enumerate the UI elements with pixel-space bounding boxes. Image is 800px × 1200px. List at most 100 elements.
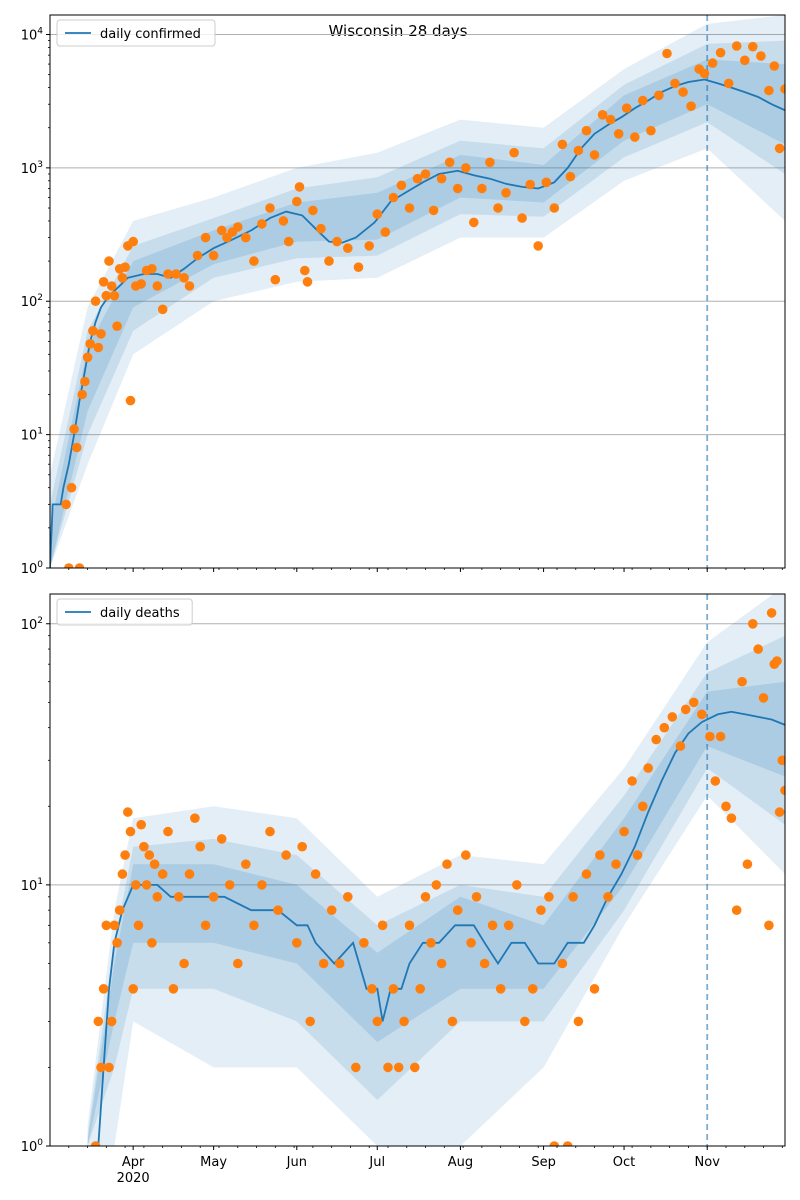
observed-point: [310, 869, 321, 879]
observed-point: [495, 984, 506, 994]
observed-point: [444, 157, 455, 168]
observed-point: [603, 892, 613, 902]
y-tick-label: 101: [21, 427, 43, 444]
observed-point: [112, 321, 122, 332]
observed-point: [627, 776, 637, 786]
plot-area: [87, 594, 785, 1146]
observed-point: [131, 880, 141, 890]
observed-point: [721, 801, 731, 812]
observed-point: [128, 236, 138, 247]
observed-point: [643, 763, 653, 773]
observed-point: [772, 656, 782, 666]
observed-point: [667, 712, 678, 722]
observed-point: [780, 84, 785, 94]
observed-point: [66, 482, 77, 493]
observed-point: [163, 826, 173, 837]
observed-point: [705, 731, 715, 742]
observed-point: [774, 807, 785, 817]
observed-point: [758, 693, 769, 703]
observed-point: [431, 880, 442, 890]
observed-point: [737, 676, 747, 687]
observed-point: [104, 256, 114, 266]
observed-point: [485, 157, 495, 168]
legend: daily deaths: [56, 598, 193, 626]
observed-point: [179, 273, 189, 283]
observed-point: [748, 619, 758, 629]
observed-point: [383, 1062, 393, 1073]
observed-point: [96, 329, 106, 339]
observed-point: [136, 819, 146, 830]
observed-point: [136, 279, 146, 289]
observed-point: [632, 850, 643, 860]
observed-point: [404, 203, 415, 213]
observed-point: [96, 1062, 106, 1073]
observed-point: [573, 145, 584, 156]
observed-point: [114, 905, 125, 915]
observed-point: [257, 880, 267, 890]
observed-point: [80, 376, 90, 387]
observed-point: [72, 442, 82, 453]
observed-point: [174, 892, 184, 902]
x-tick-label: May: [200, 1155, 227, 1170]
observed-point: [367, 984, 377, 994]
observed-point: [195, 841, 205, 852]
observed-point: [512, 880, 522, 890]
y-tick-label: 102: [21, 616, 43, 633]
observed-point: [420, 169, 431, 179]
observed-point: [662, 48, 672, 59]
observed-point: [731, 905, 742, 915]
observed-point: [710, 776, 721, 786]
observed-point: [351, 1062, 361, 1073]
x-tick-label: Jul: [368, 1155, 385, 1170]
legend: daily confirmed: [56, 19, 216, 47]
observed-point: [573, 1016, 584, 1027]
observed-point: [466, 938, 476, 948]
observed-point: [509, 147, 519, 158]
observed-point: [292, 938, 302, 948]
observed-point: [487, 920, 498, 931]
observed-point: [764, 920, 774, 931]
y-tick-label: 102: [21, 293, 43, 310]
observed-point: [659, 722, 670, 733]
observed-point: [541, 177, 552, 188]
daily-deaths-panel: 100 101 102 Apr May Jun Jul Aug Sep Oct Nov 2020 dai…: [21, 593, 786, 1186]
daily-confirmed-panel: 100 101 102 103 104 daily confirmed: [21, 14, 786, 577]
observed-point: [686, 101, 696, 111]
inner-band: [87, 681, 785, 1146]
observed-point: [533, 241, 543, 251]
observed-point: [157, 869, 168, 879]
observed-point: [562, 1141, 573, 1146]
observed-point: [200, 920, 211, 931]
observed-point: [536, 905, 546, 915]
observed-point: [208, 892, 219, 902]
observed-point: [192, 250, 203, 261]
observed-point: [241, 232, 251, 243]
observed-point: [334, 958, 345, 969]
x-tick-label: Sep: [531, 1155, 556, 1170]
observed-point: [689, 697, 699, 708]
observed-point: [133, 920, 144, 931]
observed-point: [302, 277, 313, 287]
observed-point: [216, 225, 227, 236]
observed-point: [565, 171, 576, 182]
observed-point: [152, 892, 163, 902]
observed-point: [715, 731, 726, 742]
middle-band: [87, 635, 785, 1146]
observed-point: [595, 850, 605, 860]
y-tick-label: 101: [21, 877, 43, 894]
observed-point: [74, 563, 85, 568]
y-tick-label: 100: [21, 560, 44, 577]
observed-point: [549, 203, 560, 213]
y-tick-label: 104: [21, 26, 44, 43]
observed-point: [528, 984, 538, 994]
observed-point: [380, 227, 391, 237]
observed-point: [343, 892, 353, 902]
observed-point: [646, 125, 656, 136]
observed-point: [326, 905, 337, 915]
observed-point: [517, 213, 527, 223]
observed-point: [216, 834, 227, 844]
observed-point: [184, 869, 195, 879]
observed-point: [613, 129, 624, 139]
observed-point: [123, 807, 133, 817]
observed-point: [297, 841, 308, 852]
